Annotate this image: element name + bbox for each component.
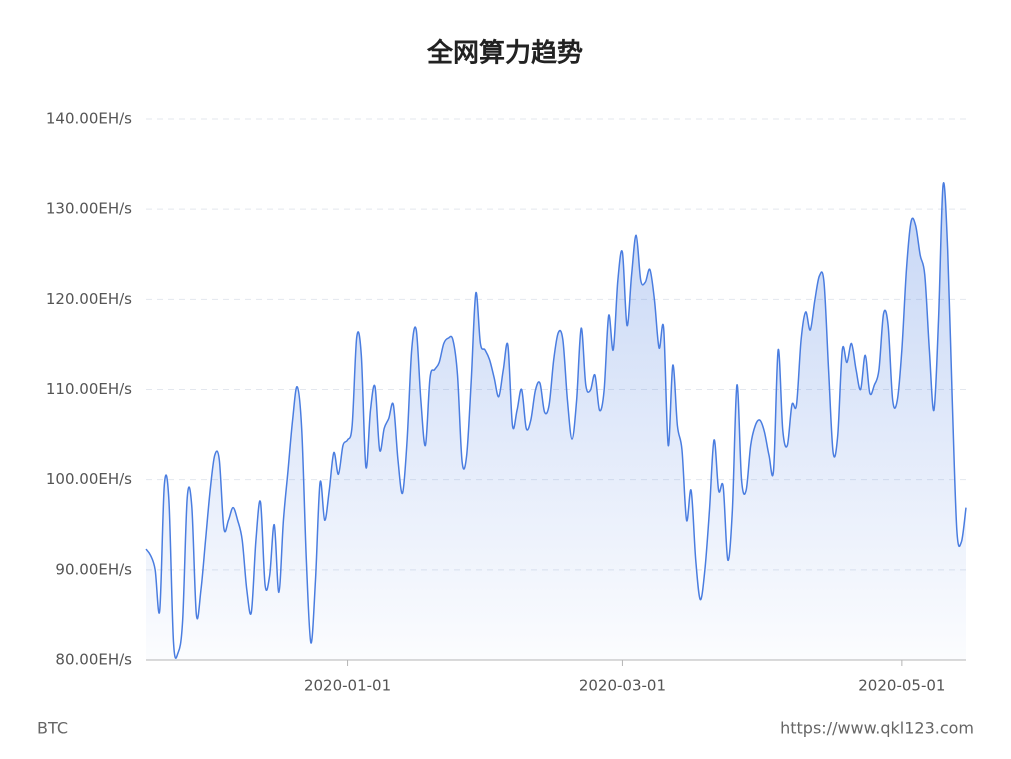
y-tick-label: 110.00EH/s — [46, 380, 132, 398]
x-tick-label: 2020-05-01 — [858, 677, 945, 695]
area — [146, 182, 966, 660]
y-tick-label: 80.00EH/s — [55, 651, 132, 669]
y-tick-label: 120.00EH/s — [46, 290, 132, 308]
source-left: BTC — [37, 719, 68, 738]
x-tick-label: 2020-03-01 — [579, 677, 666, 695]
y-tick-label: 130.00EH/s — [46, 200, 132, 218]
source-right: https://www.qkl123.com — [780, 719, 974, 738]
line — [145, 182, 967, 660]
y-tick-label: 90.00EH/s — [55, 560, 132, 578]
x-tick-label: 2020-01-01 — [304, 677, 391, 695]
y-tick-label: 140.00EH/s — [46, 110, 132, 128]
chart-title: 全网算力趋势 — [426, 38, 583, 69]
y-tick-label: 100.00EH/s — [46, 470, 132, 488]
